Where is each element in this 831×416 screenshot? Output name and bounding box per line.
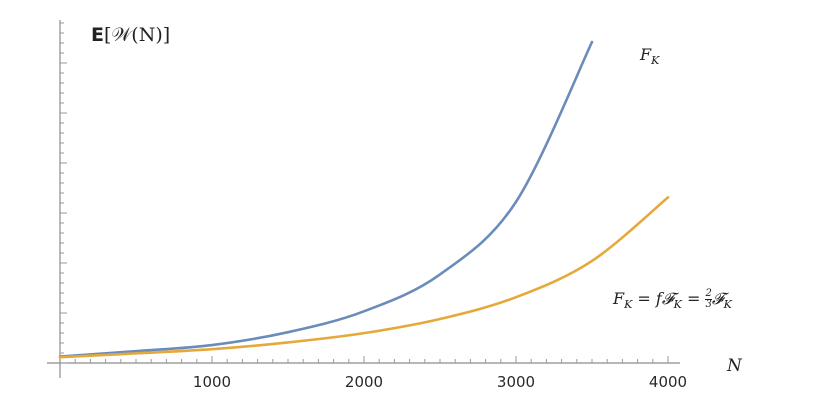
series-label-2: FK = f𝓕K = 2 3 𝓕K	[613, 288, 732, 312]
x-tick-label: 4000	[649, 373, 687, 391]
y-axis-label-operator: E	[91, 24, 104, 46]
x-tick-label: 1000	[193, 373, 231, 391]
x-tick-label: 2000	[345, 373, 383, 391]
series-line-1	[58, 40, 594, 358]
y-axis-label: E[𝒲(N)]	[91, 24, 170, 46]
x-axis-label: N	[727, 356, 742, 376]
axes: 1000 2000 3000 4000	[47, 20, 687, 391]
series-line-2	[58, 196, 670, 359]
series-layer	[58, 40, 670, 359]
series-label-1: FK	[640, 45, 660, 68]
y-axis-label-argument: [𝒲(N)]	[103, 24, 171, 46]
x-tick-label: 3000	[497, 373, 535, 391]
